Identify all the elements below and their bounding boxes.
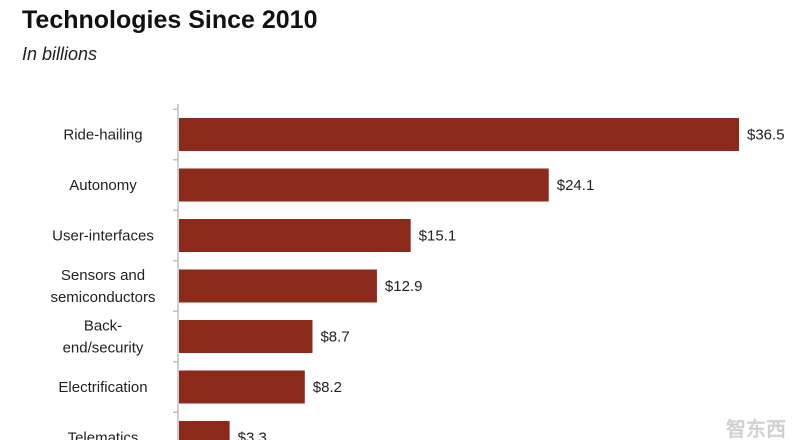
category-label: Sensors and semiconductors — [50, 267, 155, 306]
category-label: Autonomy — [69, 177, 137, 194]
bar — [179, 320, 313, 353]
category-label-line: Telematics — [68, 430, 139, 440]
category-label-line: semiconductors — [50, 289, 155, 306]
data-label: $15.1 — [419, 228, 457, 245]
category-label-line: Back- — [84, 318, 122, 335]
bar — [179, 269, 377, 303]
category-label-line: Sensors and — [61, 267, 145, 284]
category-label: Ride-hailing — [63, 127, 142, 144]
category-label: Telematics — [68, 430, 139, 440]
category-label-line: User-interfaces — [52, 228, 154, 245]
category-label: Electrification — [58, 379, 147, 396]
bar — [179, 168, 549, 202]
data-label: $8.7 — [320, 329, 349, 346]
category-label: Back-end/security — [63, 318, 144, 357]
data-label: $8.2 — [313, 379, 342, 396]
chart-subtitle: In billions — [22, 44, 98, 64]
category-label-line: Electrification — [58, 379, 147, 396]
bar — [179, 421, 230, 440]
category-label-line: end/security — [63, 340, 144, 357]
chart-title: Technologies Since 2010 — [22, 6, 318, 34]
bar — [179, 219, 411, 252]
bar — [179, 370, 305, 404]
category-label-line: Ride-hailing — [63, 127, 142, 144]
data-label: $24.1 — [557, 177, 595, 194]
category-label-line: Autonomy — [69, 177, 137, 194]
bar — [179, 118, 739, 151]
watermark: 智东西 — [726, 417, 786, 440]
category-label: User-interfaces — [52, 228, 154, 245]
data-label: $3.3 — [238, 430, 267, 440]
data-label: $36.5 — [747, 127, 785, 144]
data-label: $12.9 — [385, 278, 423, 295]
